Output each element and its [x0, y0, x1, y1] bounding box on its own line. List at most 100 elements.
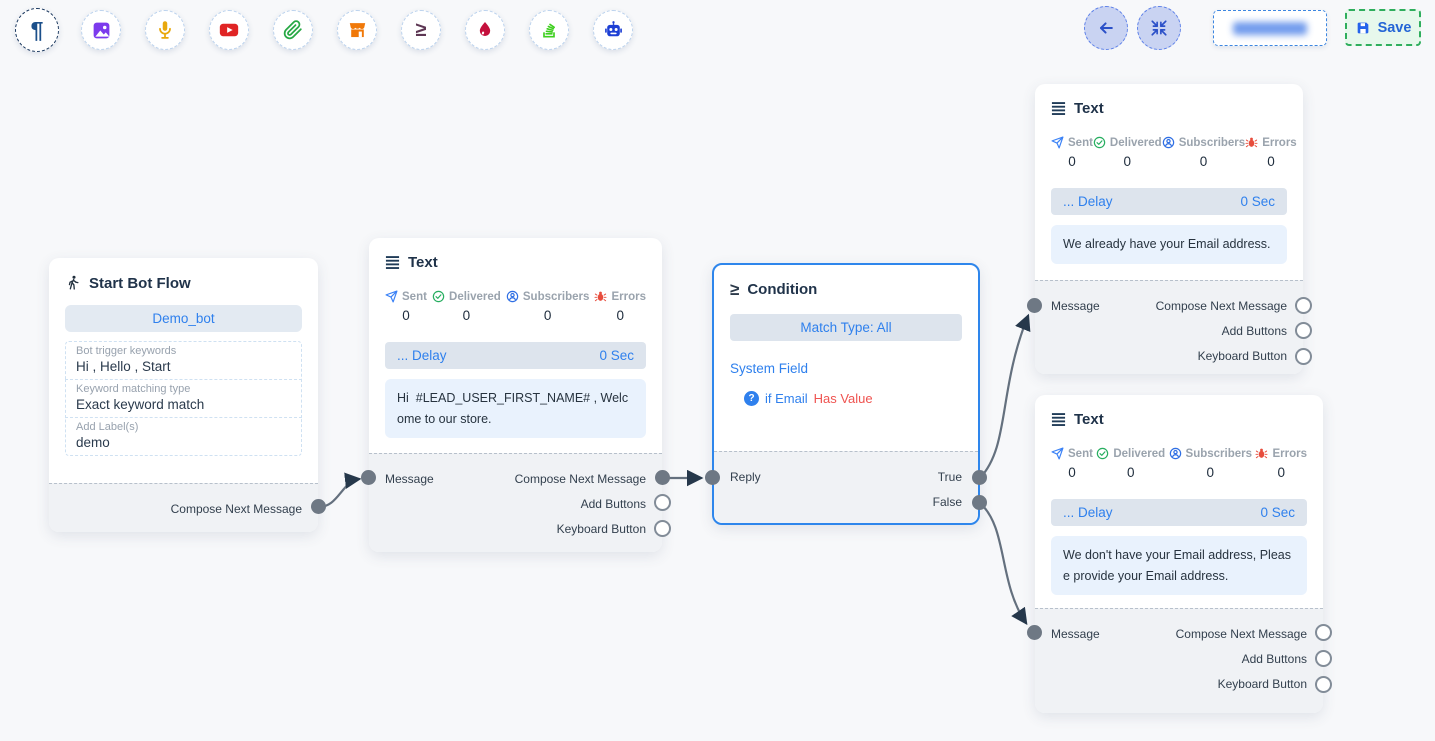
- toolbar-drip-button[interactable]: [465, 10, 505, 50]
- text-node-title-row: Text: [385, 254, 646, 271]
- output-handle-false[interactable]: [972, 495, 987, 510]
- toolbar-video-button[interactable]: [209, 10, 249, 50]
- field-add-labels[interactable]: Add Label(s) demo: [65, 417, 302, 456]
- port-label-true: True: [937, 469, 962, 484]
- delay-value: 0 Sec: [1240, 194, 1275, 209]
- edge-condition-true-to-text2[interactable]: [978, 313, 1031, 480]
- port-label-keyboard-button: Keyboard Button: [556, 521, 646, 536]
- port-label-false: False: [932, 494, 962, 509]
- user-circle-icon: [1169, 447, 1181, 460]
- node-title: Text: [1074, 100, 1104, 117]
- node-condition[interactable]: ≥ Condition Match Type: All System Field…: [705, 263, 987, 525]
- port-label-add-buttons: Add Buttons: [580, 496, 646, 511]
- field-keyword-matching-type[interactable]: Keyword matching type Exact keyword matc…: [65, 379, 302, 418]
- output-handle-keyboard-button[interactable]: [654, 520, 671, 537]
- input-handle-message[interactable]: [1027, 298, 1042, 313]
- stat-delivered: Delivered 0: [1093, 136, 1162, 169]
- toolbar-file-button[interactable]: [273, 10, 313, 50]
- toolbar-condition-button[interactable]: ≥: [401, 10, 441, 50]
- store-icon: [349, 22, 365, 37]
- text-node-title-row: Text: [1051, 411, 1307, 428]
- redacted-action-button[interactable]: [1213, 10, 1327, 46]
- match-type-button[interactable]: Match Type: All: [730, 314, 962, 341]
- start-node-footer: Compose Next Message: [49, 483, 318, 532]
- start-node-fields: Bot trigger keywords Hi , Hello , Start …: [65, 341, 302, 456]
- stat-sent: Sent 0: [385, 290, 427, 323]
- condition-title-row: ≥ Condition: [730, 281, 962, 298]
- toolbar-ecommerce-button[interactable]: [337, 10, 377, 50]
- edge-condition-false-to-text3[interactable]: [978, 501, 1028, 626]
- toolbar-sequence-button[interactable]: [529, 10, 569, 50]
- field-bot-trigger-keywords[interactable]: Bot trigger keywords Hi , Hello , Start: [65, 341, 302, 380]
- port-label-keyboard-button: Keyboard Button: [1197, 348, 1287, 363]
- toolbar-text-button[interactable]: ¶: [15, 8, 59, 52]
- droplet-icon: [479, 22, 491, 36]
- back-button[interactable]: [1084, 6, 1128, 50]
- paper-plane-icon: [1051, 447, 1064, 460]
- output-handle-compose-next-message[interactable]: [1315, 624, 1332, 641]
- input-handle-message[interactable]: [361, 470, 376, 485]
- message-bubble[interactable]: We already have your Email address.: [1051, 225, 1287, 264]
- port-label-message: Message: [1051, 626, 1100, 641]
- toolbar-bot-action-button[interactable]: [593, 10, 633, 50]
- stat-subscribers: Subscribers 0: [1169, 447, 1252, 480]
- message-bubble[interactable]: We don't have your Email address, Please…: [1051, 536, 1307, 596]
- delay-label: ... Delay: [1063, 194, 1113, 209]
- port-label-compose-next-message: Compose Next Message: [514, 471, 646, 486]
- stat-errors: Errors 0: [1245, 136, 1297, 169]
- node-text-welcome[interactable]: Text Sent 0 Delivered 0 Subscribers 0 Er…: [361, 238, 671, 552]
- stat-subscribers: Subscribers 0: [506, 290, 589, 323]
- stats-row: Sent 0 Delivered 0 Subscribers 0 Errors …: [1051, 136, 1297, 169]
- toolbar-audio-button[interactable]: [145, 10, 185, 50]
- check-circle-icon: [1097, 447, 1109, 460]
- stack-icon: [543, 23, 556, 38]
- delay-bar[interactable]: ... Delay 0 Sec: [1051, 499, 1307, 526]
- output-handle-keyboard-button[interactable]: [1315, 676, 1332, 693]
- node-start-bot-flow[interactable]: Start Bot Flow Demo_bot Bot trigger keyw…: [49, 258, 326, 532]
- port-label-reply: Reply: [730, 469, 761, 484]
- hamburger-icon: [385, 256, 400, 269]
- save-button[interactable]: Save: [1345, 9, 1421, 46]
- question-icon: ?: [744, 391, 759, 406]
- redacted-label-blur: [1233, 21, 1307, 35]
- bot-name-button[interactable]: Demo_bot: [65, 305, 302, 332]
- delay-bar[interactable]: ... Delay 0 Sec: [385, 342, 646, 369]
- output-handle-compose-next-message[interactable]: [311, 499, 326, 514]
- condition-rule[interactable]: ? if Email Has Value: [730, 391, 962, 406]
- input-handle-message[interactable]: [1027, 625, 1042, 640]
- output-handle-add-buttons[interactable]: [1315, 650, 1332, 667]
- node-title: Start Bot Flow: [89, 274, 191, 292]
- output-handle-add-buttons[interactable]: [1295, 322, 1312, 339]
- output-handle-compose-next-message[interactable]: [1295, 297, 1312, 314]
- greater-equal-icon: ≥: [730, 280, 740, 299]
- message-bubble[interactable]: Hi #LEAD_USER_FIRST_NAME# , Welcome to o…: [385, 379, 646, 439]
- stat-sent: Sent 0: [1051, 136, 1093, 169]
- pilcrow-icon: ¶: [30, 16, 44, 43]
- delay-bar[interactable]: ... Delay 0 Sec: [1051, 188, 1287, 215]
- fit-view-button[interactable]: [1137, 6, 1181, 50]
- text-node-footer: Message Compose Next Message Add Buttons…: [1035, 608, 1323, 713]
- port-label-keyboard-button: Keyboard Button: [1217, 676, 1307, 691]
- rule-highlight: Has Value: [813, 391, 873, 406]
- greater-equal-icon: ≥: [415, 19, 427, 41]
- compress-icon: [1151, 20, 1167, 36]
- node-text-no-email[interactable]: Text Sent 0 Delivered 0 Subscribers 0 Er…: [1027, 395, 1332, 713]
- stat-errors: Errors 0: [594, 290, 646, 323]
- node-title: Text: [1074, 411, 1104, 428]
- toolbar-image-button[interactable]: [81, 10, 121, 50]
- output-handle-compose-next-message[interactable]: [655, 470, 670, 485]
- youtube-icon: [219, 23, 239, 37]
- condition-section-label: System Field: [730, 361, 809, 376]
- node-title: Text: [408, 254, 438, 271]
- output-handle-keyboard-button[interactable]: [1295, 348, 1312, 365]
- check-circle-icon: [432, 290, 445, 303]
- condition-node-footer: Reply True False: [714, 451, 978, 523]
- output-handle-add-buttons[interactable]: [654, 494, 671, 511]
- delay-label: ... Delay: [397, 348, 447, 363]
- bug-icon: [594, 291, 607, 302]
- node-text-have-email[interactable]: Text Sent 0 Delivered 0 Subscribers 0 Er…: [1027, 84, 1312, 374]
- input-handle-reply[interactable]: [705, 470, 720, 485]
- image-icon: [93, 22, 109, 38]
- output-handle-true[interactable]: [972, 470, 987, 485]
